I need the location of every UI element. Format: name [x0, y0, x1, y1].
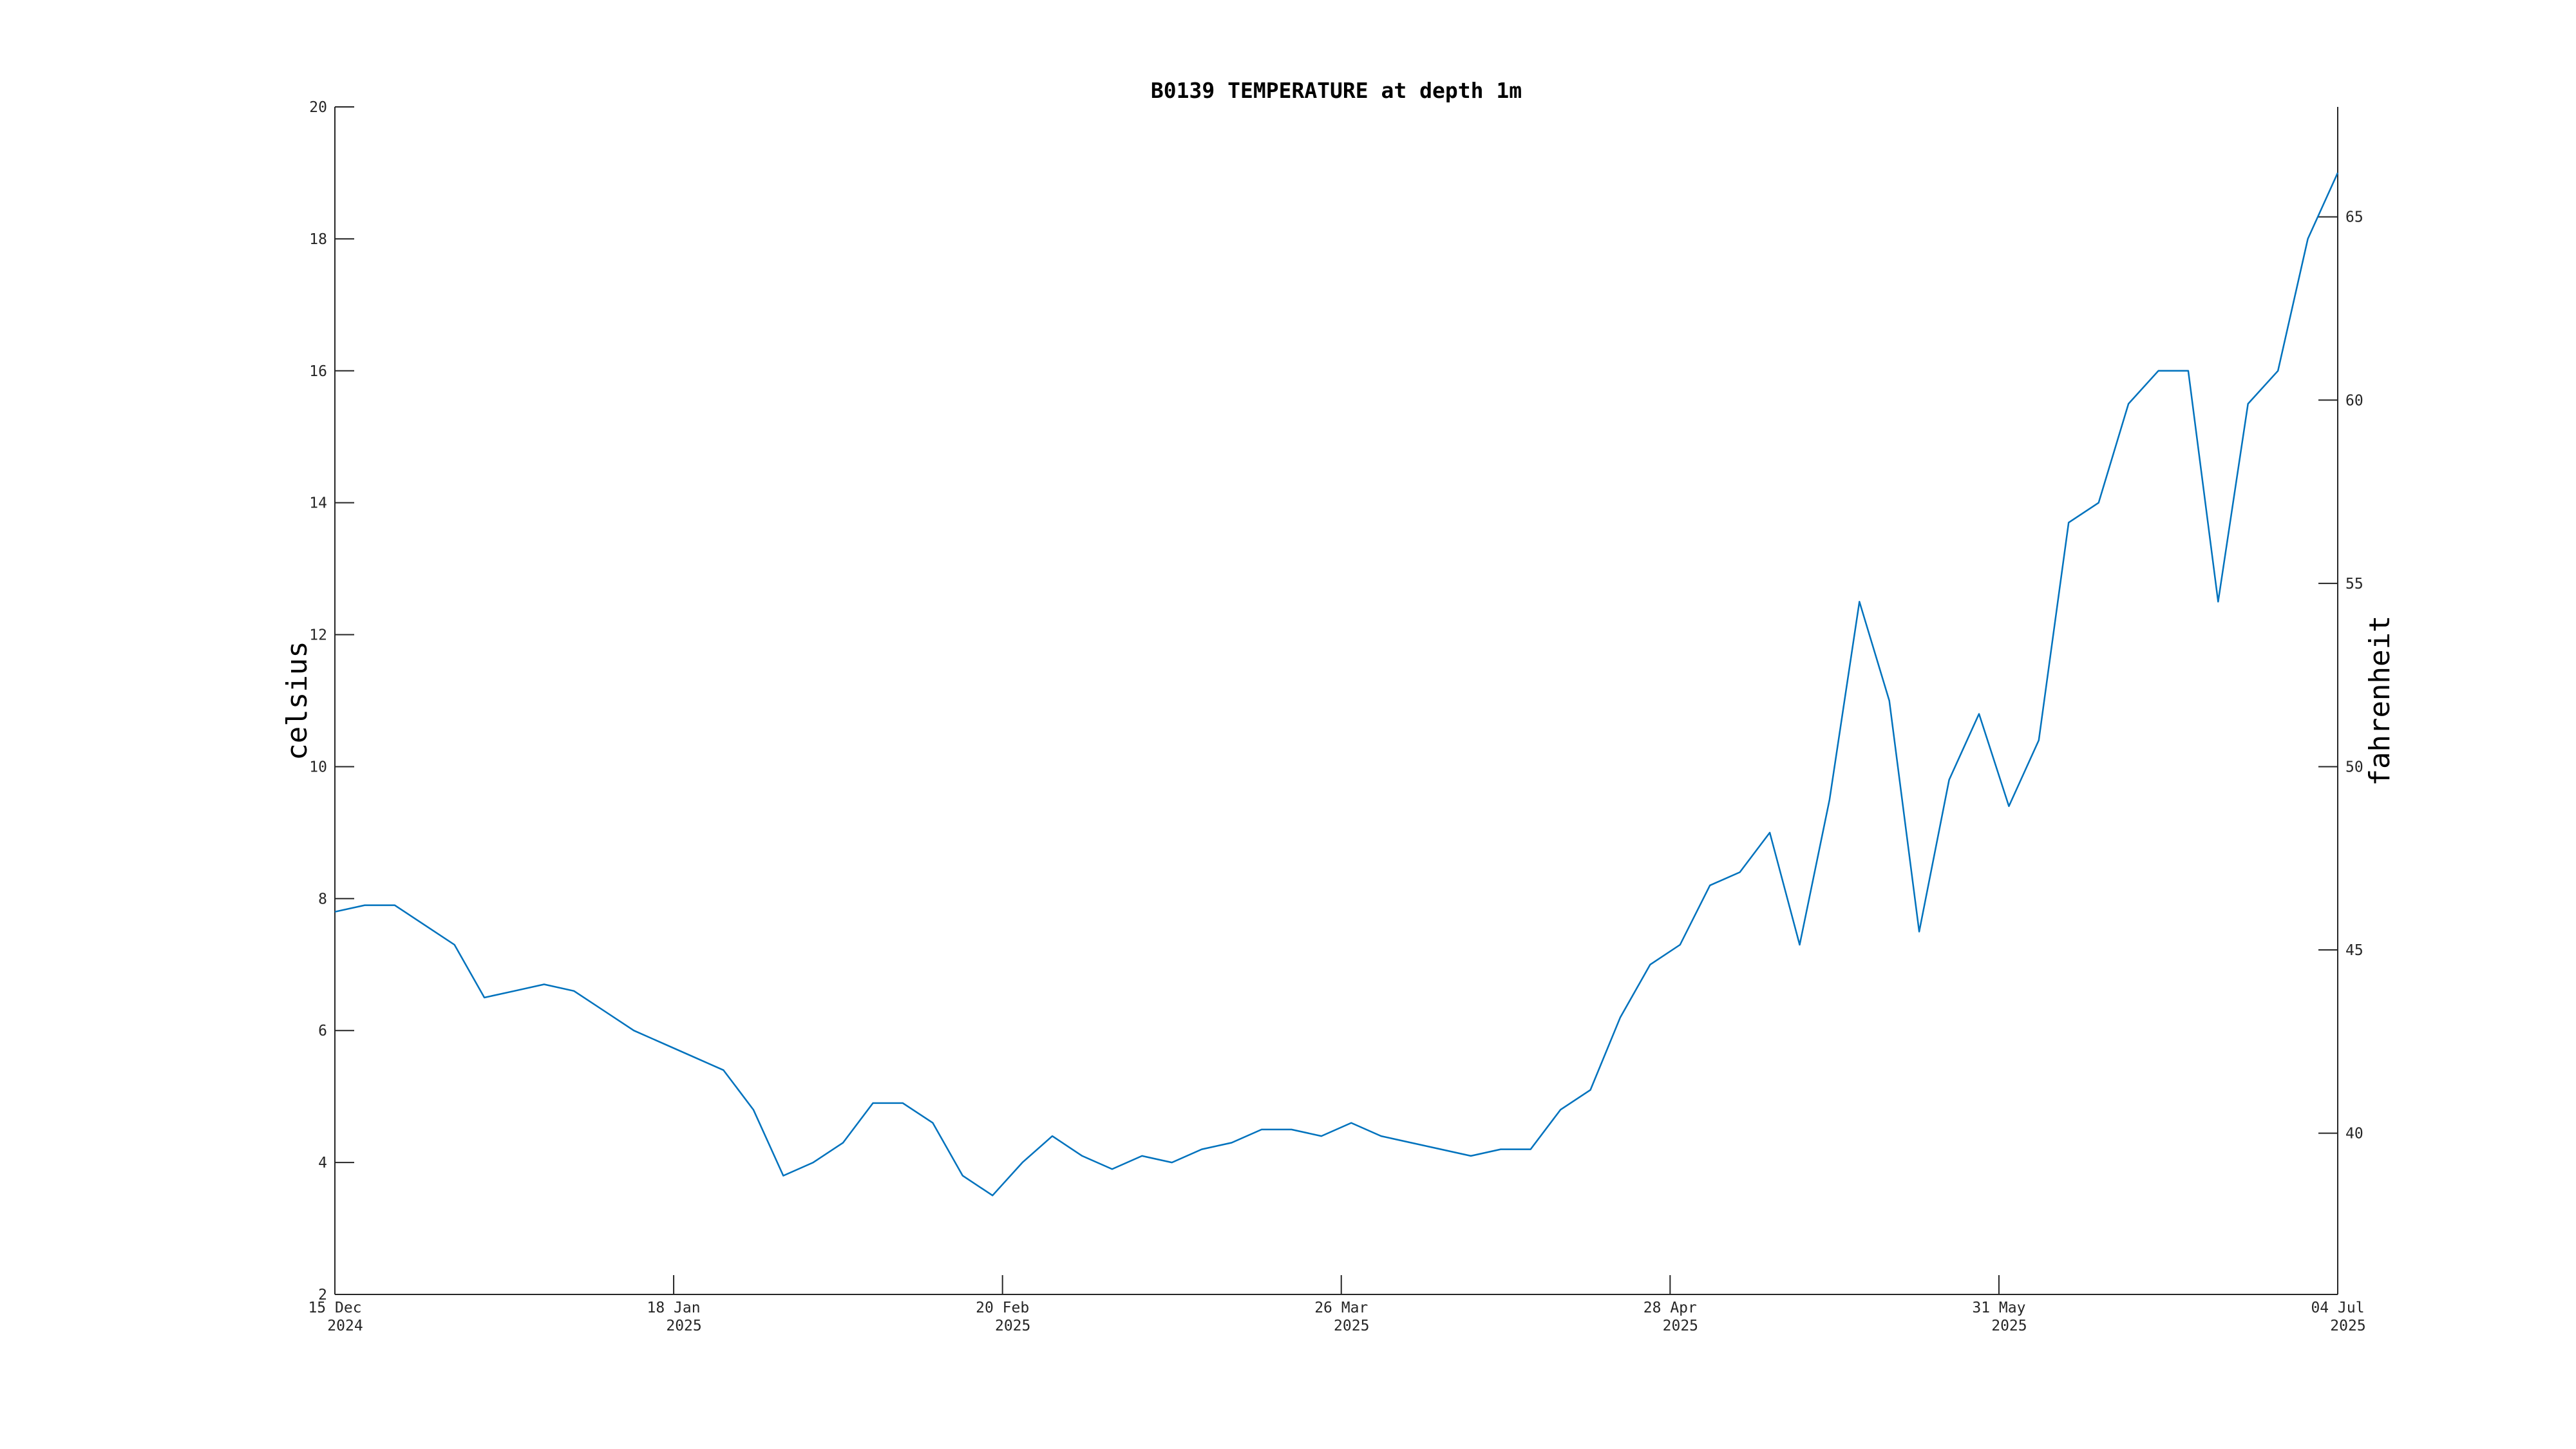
x-tick-label-line: 18 Jan [647, 1300, 701, 1316]
x-tick-label-line: 2025 [1991, 1318, 2027, 1334]
y2-tick-label: 60 [2345, 392, 2363, 409]
y-tick-label: 14 [309, 495, 327, 512]
y2-tick-label: 50 [2345, 759, 2363, 775]
x-tick-label: 20 Feb 2025 [976, 1300, 1030, 1334]
y2-tick-label: 45 [2345, 942, 2363, 959]
x-tick-label: 31 May 2025 [1972, 1300, 2027, 1334]
chart-title: B0139 TEMPERATURE at depth 1m [1151, 78, 1522, 103]
y-tick-label: 4 [318, 1155, 327, 1171]
x-tick-label-line: 2025 [995, 1318, 1030, 1334]
x-tick-label-line: 2025 [2330, 1318, 2365, 1334]
y-tick-label: 10 [309, 759, 327, 775]
y-tick-label: 20 [309, 99, 327, 116]
x-tick-label-line: 2025 [1334, 1318, 1369, 1334]
x-tick-label: 04 Jul 2025 [2311, 1300, 2365, 1334]
y2-tick-label: 65 [2345, 209, 2363, 226]
x-tick-label: 28 Apr 2025 [1643, 1300, 1698, 1334]
x-tick-label-line: 2025 [666, 1318, 701, 1334]
y2-tick-label: 55 [2345, 576, 2363, 592]
x-tick-label-line: 15 Dec [308, 1300, 361, 1316]
x-tick-label-line: 2025 [1663, 1318, 1698, 1334]
y-tick-label: 2 [318, 1287, 327, 1303]
y-tick-label: 8 [318, 891, 327, 907]
x-tick-label-line: 28 Apr [1643, 1300, 1697, 1316]
x-tick-label-line: 2024 [327, 1318, 363, 1334]
x-tick-label: 15 Dec 2024 [308, 1300, 363, 1334]
y2-tick-label: 40 [2345, 1126, 2363, 1142]
y-tick-label: 18 [309, 231, 327, 248]
y-tick-label: 6 [318, 1023, 327, 1039]
x-tick-label: 26 Mar 2025 [1314, 1300, 1369, 1334]
temperature-line [334, 172, 2339, 1197]
x-tick-label: 18 Jan 2025 [647, 1300, 702, 1334]
x-tick-label-line: 04 Jul [2311, 1300, 2364, 1316]
y-axis-title: celsius [281, 641, 314, 760]
x-tick-label-line: 26 Mar [1314, 1300, 1368, 1316]
x-tick-label-line: 20 Feb [976, 1300, 1029, 1316]
y-tick-label: 12 [309, 627, 327, 644]
y-tick-label: 16 [309, 363, 327, 380]
x-tick-label-line: 31 May [1972, 1300, 2025, 1316]
y2-axis-title: fahrenheit [2363, 616, 2396, 786]
